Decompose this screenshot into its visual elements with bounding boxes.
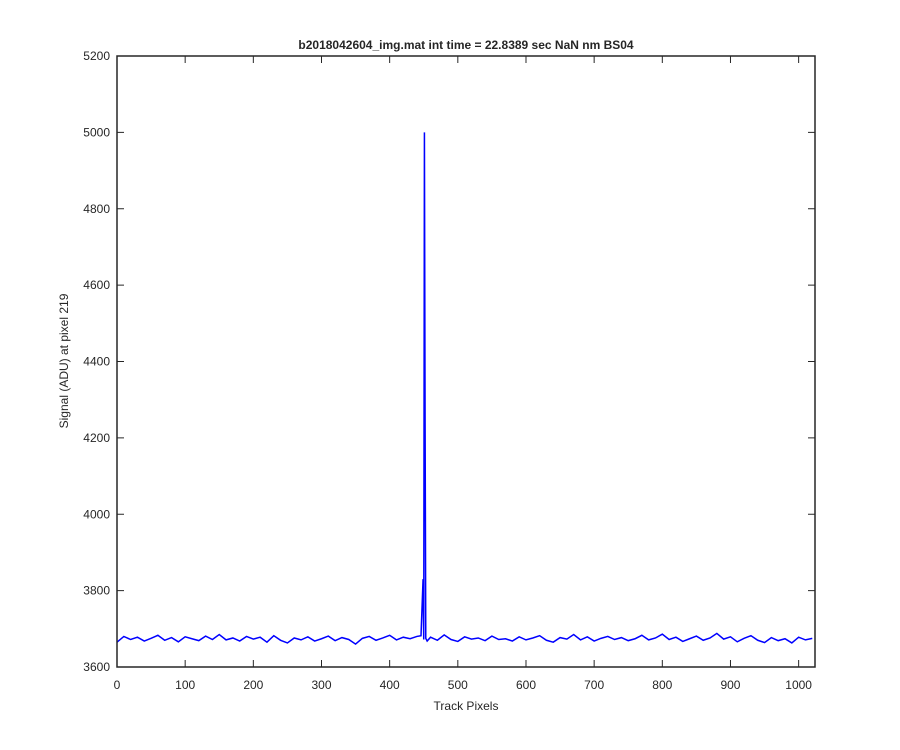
x-tick-label: 700 [584,678,604,692]
x-tick-label: 300 [311,678,331,692]
x-tick-label: 800 [652,678,672,692]
y-tick-label: 4000 [83,507,110,521]
x-tick-label: 1000 [785,678,812,692]
y-tick-label: 4600 [83,278,110,292]
y-tick-label: 4400 [83,355,110,369]
y-tick-label: 5200 [83,49,110,63]
y-tick-label: 4200 [83,431,110,445]
y-tick-label: 3800 [83,584,110,598]
y-tick-label: 4800 [83,202,110,216]
x-tick-label: 0 [114,678,121,692]
x-tick-label: 400 [380,678,400,692]
y-tick-label: 5000 [83,125,110,139]
x-tick-label: 600 [516,678,536,692]
x-tick-label: 200 [243,678,263,692]
y-tick-label: 3600 [83,660,110,674]
x-tick-label: 100 [175,678,195,692]
x-axis-label: Track Pixels [434,699,499,713]
x-tick-label: 900 [720,678,740,692]
x-tick-label: 500 [448,678,468,692]
y-axis-label: Signal (ADU) at pixel 219 [57,293,71,428]
chart-title: b2018042604_img.mat int time = 22.8389 s… [298,38,634,52]
data-line [116,132,813,646]
